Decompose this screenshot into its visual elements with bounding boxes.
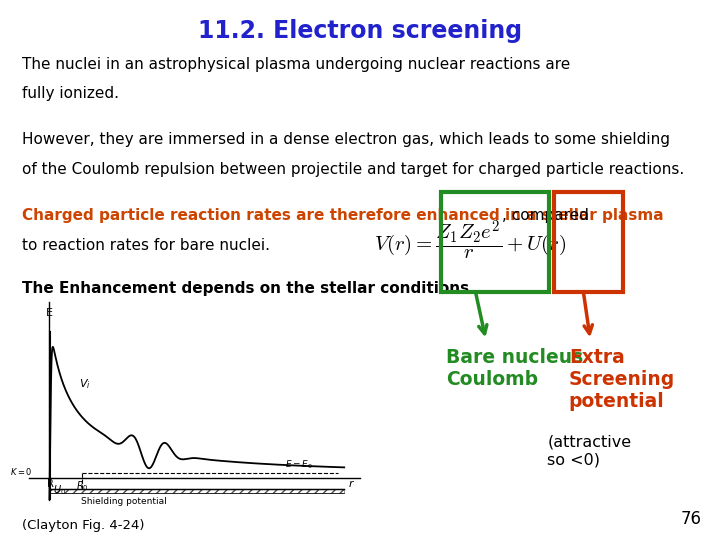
Text: $U_0$: $U_0$ bbox=[53, 483, 66, 497]
Text: Charged particle reaction rates are therefore enhanced in a stellar plasma: Charged particle reaction rates are ther… bbox=[22, 208, 663, 223]
Text: (attractive
so <0): (attractive so <0) bbox=[547, 435, 631, 467]
Text: E: E bbox=[46, 308, 53, 318]
Text: r: r bbox=[348, 479, 353, 489]
Text: to reaction rates for bare nuclei.: to reaction rates for bare nuclei. bbox=[22, 238, 269, 253]
Text: , compared: , compared bbox=[502, 208, 589, 223]
Text: fully ionized.: fully ionized. bbox=[22, 86, 119, 102]
Text: R: R bbox=[47, 479, 54, 489]
Text: The nuclei in an astrophysical plasma undergoing nuclear reactions are: The nuclei in an astrophysical plasma un… bbox=[22, 57, 570, 72]
Text: Extra
Screening
potential: Extra Screening potential bbox=[569, 348, 675, 411]
Text: 11.2. Electron screening: 11.2. Electron screening bbox=[198, 19, 522, 43]
Text: $R_0$: $R_0$ bbox=[76, 479, 89, 493]
Text: of the Coulomb repulsion between projectile and target for charged particle reac: of the Coulomb repulsion between project… bbox=[22, 162, 684, 177]
Text: Shielding potential: Shielding potential bbox=[81, 497, 166, 507]
Text: 76: 76 bbox=[681, 510, 702, 528]
Text: $K=0$: $K=0$ bbox=[11, 466, 33, 477]
Text: $E=E_0$: $E=E_0$ bbox=[284, 459, 312, 471]
Text: However, they are immersed in a dense electron gas, which leads to some shieldin: However, they are immersed in a dense el… bbox=[22, 132, 670, 147]
Text: $V_i$: $V_i$ bbox=[79, 377, 91, 391]
Text: Bare nucleus
Coulomb: Bare nucleus Coulomb bbox=[446, 348, 584, 389]
Text: The Enhancement depends on the stellar conditions: The Enhancement depends on the stellar c… bbox=[22, 281, 469, 296]
Text: Charged particle reaction rates are therefore enhanced in a stellar plasma, comp: Charged particle reaction rates are ther… bbox=[22, 208, 680, 223]
Text: (Clayton Fig. 4-24): (Clayton Fig. 4-24) bbox=[22, 519, 144, 532]
Text: $V(r) = \dfrac{Z_1 Z_2 e^2}{r} + U(r)$: $V(r) = \dfrac{Z_1 Z_2 e^2}{r} + U(r)$ bbox=[374, 219, 567, 262]
